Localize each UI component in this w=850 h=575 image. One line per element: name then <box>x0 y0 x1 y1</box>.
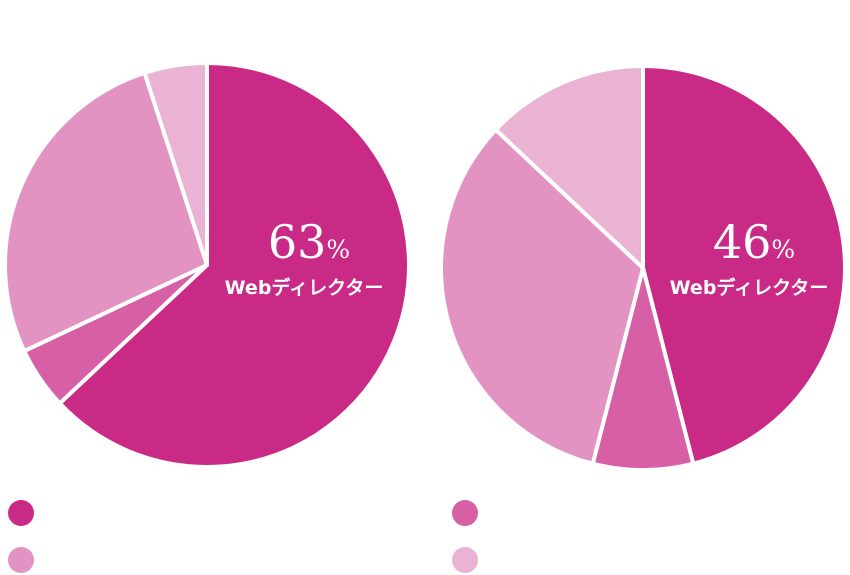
pie-slice-3 <box>3 70 209 354</box>
legend-marker-1 <box>8 500 34 526</box>
highlight-label: Webディレクター <box>225 276 384 299</box>
pie-slice-1 <box>57 61 411 469</box>
legend-marker-2 <box>8 547 34 573</box>
highlight-label: Webディレクター <box>670 276 829 299</box>
highlight-percent-unit: % <box>771 235 795 264</box>
legend-marker-1 <box>452 500 478 526</box>
pie-slice-4 <box>142 61 209 267</box>
highlight-percent-value: 63 <box>268 215 327 269</box>
highlight-percent: 63% <box>268 215 350 269</box>
highlight-percent-value: 46 <box>713 215 772 269</box>
highlight-percent: 46% <box>713 215 795 269</box>
legend <box>8 500 34 573</box>
legend <box>452 500 478 573</box>
legend-marker-2 <box>452 547 478 573</box>
pie-chart-right: 46% Webディレクター <box>439 64 847 573</box>
pie-slice-3 <box>439 127 645 466</box>
pie-chart-left: 63% Webディレクター <box>3 61 411 573</box>
highlight-percent-unit: % <box>326 235 350 264</box>
pie-slice-1 <box>641 64 847 466</box>
pie-slices <box>439 64 847 472</box>
pie-slices <box>3 61 411 469</box>
pie-slice-4 <box>493 64 645 270</box>
